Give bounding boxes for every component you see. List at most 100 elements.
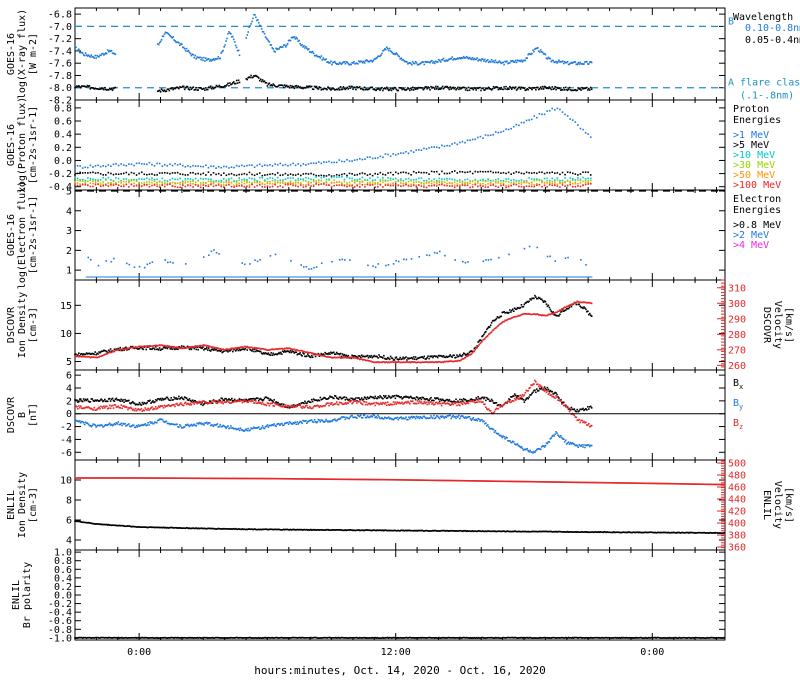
data-point	[286, 347, 289, 350]
data-point	[169, 423, 172, 426]
data-point	[148, 345, 150, 347]
data-point	[457, 400, 459, 402]
data-point	[512, 316, 515, 318]
data-point	[534, 86, 536, 89]
data-point	[478, 58, 480, 61]
data-point	[428, 177, 430, 180]
data-point	[221, 425, 224, 428]
data-point	[477, 182, 479, 184]
data-point	[161, 172, 164, 174]
series-0-05-0-4nm	[74, 74, 593, 93]
data-point	[243, 185, 246, 188]
data-point	[431, 59, 433, 62]
data-point	[260, 80, 263, 83]
data-point	[367, 88, 370, 91]
data-point	[102, 88, 104, 90]
data-point	[477, 171, 479, 173]
data-point	[326, 398, 328, 400]
data-point	[299, 184, 302, 186]
data-point	[184, 174, 187, 176]
data-point	[548, 306, 551, 309]
data-point	[512, 395, 515, 397]
data-point	[433, 86, 435, 89]
data-point	[334, 356, 337, 359]
data-point	[428, 147, 430, 149]
data-point	[81, 167, 84, 169]
data-point	[525, 313, 528, 315]
data-point	[463, 57, 466, 59]
data-point	[556, 62, 558, 64]
data-point	[236, 49, 239, 52]
data-point	[435, 181, 438, 183]
data-point	[197, 179, 199, 182]
data-point	[398, 417, 401, 419]
data-point	[429, 61, 431, 64]
data-point	[550, 60, 553, 63]
data-point	[299, 182, 302, 185]
data-point	[286, 421, 289, 424]
data-point	[332, 87, 334, 90]
data-point	[343, 185, 346, 187]
data-point	[489, 179, 492, 182]
data-point	[530, 313, 532, 316]
data-point	[120, 185, 122, 188]
data-point	[311, 420, 314, 423]
data-point	[564, 309, 567, 311]
data-point	[111, 89, 114, 92]
data-point	[409, 87, 412, 90]
data-point	[583, 409, 585, 412]
data-point	[99, 185, 102, 188]
data-point	[508, 398, 510, 400]
data-point	[558, 397, 560, 399]
data-point	[379, 355, 381, 358]
data-point	[564, 404, 567, 407]
y-tick-label: 4	[66, 206, 72, 217]
data-point	[123, 401, 125, 403]
data-point	[158, 344, 161, 346]
data-point	[114, 398, 117, 401]
data-point	[425, 361, 427, 363]
data-point	[286, 42, 289, 45]
data-point	[138, 185, 140, 188]
data-point	[512, 172, 515, 174]
data-point	[177, 347, 179, 349]
data-point	[474, 138, 477, 141]
data-point	[225, 184, 228, 187]
data-point	[561, 179, 564, 182]
data-point	[317, 353, 320, 356]
data-point	[191, 345, 194, 348]
data-point	[308, 48, 310, 50]
data-point	[112, 183, 115, 185]
data-point	[268, 41, 271, 43]
data-point	[471, 351, 474, 354]
data-point	[102, 185, 105, 187]
data-point	[128, 399, 130, 402]
data-point	[438, 173, 441, 176]
data-point	[435, 361, 437, 363]
data-point	[424, 60, 427, 63]
data-point	[453, 186, 456, 189]
data-point	[341, 353, 344, 355]
data-point	[312, 353, 315, 355]
data-point	[130, 180, 133, 182]
data-point	[397, 179, 400, 182]
data-point	[336, 397, 339, 400]
data-point	[451, 185, 453, 187]
data-point	[215, 424, 218, 426]
data-point	[477, 180, 479, 183]
data-point	[157, 43, 160, 46]
data-point	[563, 441, 566, 443]
data-point	[322, 397, 325, 400]
data-point	[587, 444, 589, 446]
data-point	[104, 165, 107, 168]
data-point	[300, 87, 302, 89]
data-point	[373, 354, 376, 357]
data-point	[269, 176, 271, 179]
data-point	[74, 167, 76, 170]
data-point	[318, 399, 321, 402]
data-point	[560, 309, 562, 312]
data-point	[415, 415, 418, 418]
data-point	[341, 175, 343, 178]
data-point	[142, 348, 145, 351]
data-point	[93, 57, 96, 59]
